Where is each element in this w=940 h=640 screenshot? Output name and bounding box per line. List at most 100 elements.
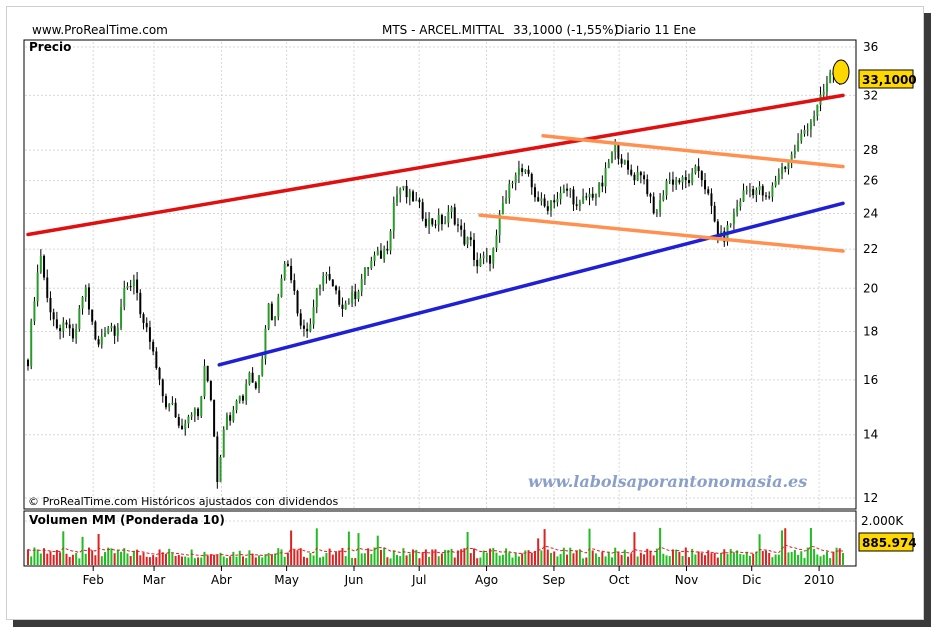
price-candle-body — [174, 402, 177, 418]
price-candle-body — [627, 160, 630, 170]
last-price-label: 33,1000 — [862, 73, 917, 87]
price-candle-body — [27, 359, 29, 367]
volume-bar — [604, 556, 607, 565]
price-candle-body — [152, 341, 155, 352]
price-candle-body — [813, 115, 816, 122]
volume-bar — [816, 554, 819, 565]
volume-bar — [232, 551, 235, 565]
volume-bar — [575, 550, 578, 565]
price-candle-body — [774, 181, 777, 186]
volume-bar — [299, 548, 302, 565]
price-candle-body — [514, 175, 517, 183]
volume-bar — [585, 557, 588, 565]
price-candle-body — [264, 328, 267, 359]
x-tick-label: Mar — [143, 573, 166, 587]
volume-bar — [395, 555, 398, 565]
price-candle-body — [405, 185, 408, 198]
volume-bar — [293, 549, 296, 565]
price-candle-body — [55, 319, 58, 329]
price-candle-body — [562, 188, 565, 194]
price-candle-body — [222, 429, 225, 457]
price-candle-body — [434, 224, 437, 226]
volume-bar — [71, 554, 74, 565]
volume-bar — [181, 556, 184, 565]
volume-bar — [678, 551, 681, 565]
volume-bar — [386, 557, 389, 565]
volume-bar — [351, 557, 354, 565]
trend-line-channel-lower — [478, 213, 845, 253]
volume-bar — [671, 549, 674, 565]
volume-bar — [822, 554, 825, 565]
price-candle-body — [553, 200, 556, 203]
price-candle-body — [723, 231, 726, 242]
price-candle-body — [203, 365, 206, 397]
y-tick-label: 18 — [863, 325, 878, 339]
price-candle-body — [662, 195, 665, 201]
price-candle-body — [379, 250, 382, 259]
volume-bar — [537, 538, 540, 565]
volume-bar — [238, 550, 241, 565]
volume-bar — [129, 556, 132, 565]
price-candle-body — [582, 196, 585, 203]
price-candle-body — [193, 408, 196, 415]
volume-bar — [254, 557, 257, 565]
price-candle-body — [729, 223, 732, 226]
volume-bar — [610, 557, 613, 565]
price-candle-body — [460, 225, 463, 230]
price-candle-body — [501, 203, 504, 215]
volume-bar — [110, 548, 113, 565]
volume-bar — [91, 550, 94, 565]
volume-bar — [55, 550, 58, 565]
price-candle-body — [742, 190, 745, 202]
price-candle-body — [524, 169, 527, 172]
x-tick-label: Jul — [411, 573, 426, 587]
price-candle-body — [787, 162, 790, 170]
price-candle-body — [540, 198, 543, 202]
price-candle-body — [229, 415, 232, 421]
price-candle-body — [164, 396, 167, 408]
price-candle-body — [559, 193, 562, 199]
price-candle-body — [75, 329, 78, 339]
x-tick-label: 2010 — [804, 573, 835, 587]
instrument-label: MTS - ARCEL.MITTAL — [382, 23, 504, 37]
volume-bar — [164, 553, 167, 565]
price-candle-body — [697, 166, 700, 172]
price-candle-body — [630, 169, 633, 175]
volume-bar — [155, 557, 158, 565]
price-candle-body — [161, 379, 164, 397]
price-candle-body — [338, 290, 341, 305]
site-label[interactable]: www.ProRealTime.com — [32, 23, 168, 37]
price-candle-body — [315, 289, 318, 308]
volume-bar — [213, 554, 216, 565]
volume-bar — [476, 558, 479, 565]
price-candle-body — [181, 425, 184, 429]
price-candle-body — [739, 201, 742, 207]
volume-bar — [158, 549, 161, 565]
price-candle-body — [777, 174, 780, 182]
volume-bar — [723, 549, 726, 565]
price-candle-body — [177, 417, 180, 426]
volume-bar — [736, 550, 739, 565]
price-candle-body — [402, 185, 405, 189]
price-candle-body — [485, 255, 488, 257]
volume-bar — [139, 555, 142, 565]
volume-tick-label: 2.000K — [861, 514, 904, 528]
trend-lines — [26, 93, 845, 367]
volume-bar — [206, 555, 209, 565]
quote-label: 33,1000 (-1,55%) — [513, 23, 618, 37]
volume-bar — [700, 553, 703, 565]
price-candle-body — [187, 416, 190, 424]
volume-bar — [229, 556, 232, 565]
volume-bar — [681, 555, 684, 565]
price-candle-body — [521, 168, 524, 172]
volume-bar — [39, 553, 42, 565]
y-tick-label: 14 — [863, 428, 878, 442]
volume-bar — [781, 530, 784, 565]
price-candle-body — [318, 284, 321, 290]
volume-bar — [126, 553, 129, 565]
period-label: Diario 11 Ene — [615, 23, 696, 37]
price-candle-body — [781, 166, 784, 175]
price-candle-body — [312, 307, 315, 325]
volume-bar — [764, 550, 767, 565]
price-candle-body — [768, 196, 771, 198]
